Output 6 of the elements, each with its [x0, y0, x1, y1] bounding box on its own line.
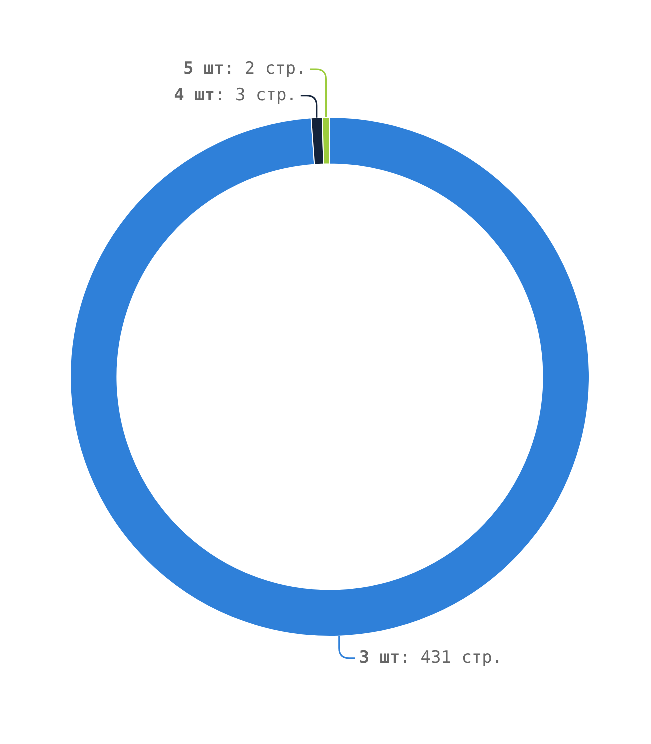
slice-label: 4 шт — [174, 85, 216, 106]
data-label: : 431 стр. — [400, 648, 503, 668]
slice-label: 5 шт — [183, 58, 224, 79]
data-label: : 2 стр. — [224, 58, 306, 79]
slice-label: 3 шт — [359, 648, 400, 668]
data-label: : 3 стр. — [215, 85, 297, 106]
